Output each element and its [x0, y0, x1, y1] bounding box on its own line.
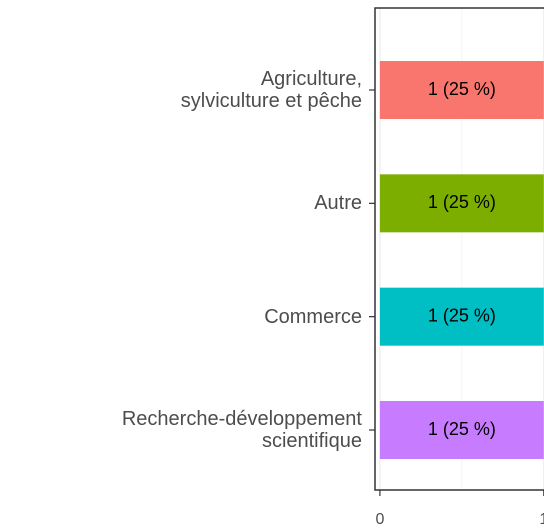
y-tick-label: Commerce [264, 305, 362, 328]
bar [379, 401, 544, 459]
x-tick-label: 0 [375, 511, 384, 528]
bar [379, 174, 544, 233]
value-label: 1 (25 %) [428, 419, 496, 439]
value-label: 1 (25 %) [428, 79, 496, 99]
bar [379, 61, 544, 119]
y-tick-label: Autre [314, 192, 362, 215]
x-tick-label: 1 [539, 511, 544, 528]
y-tick-label: Agriculture, sylviculture et pêche [180, 68, 362, 112]
value-label: 1 (25 %) [428, 305, 496, 325]
panel-border [374, 7, 544, 491]
bar [379, 287, 544, 346]
y-tick-label: Recherche-développement scientifique [121, 408, 362, 452]
value-label: 1 (25 %) [428, 192, 496, 212]
